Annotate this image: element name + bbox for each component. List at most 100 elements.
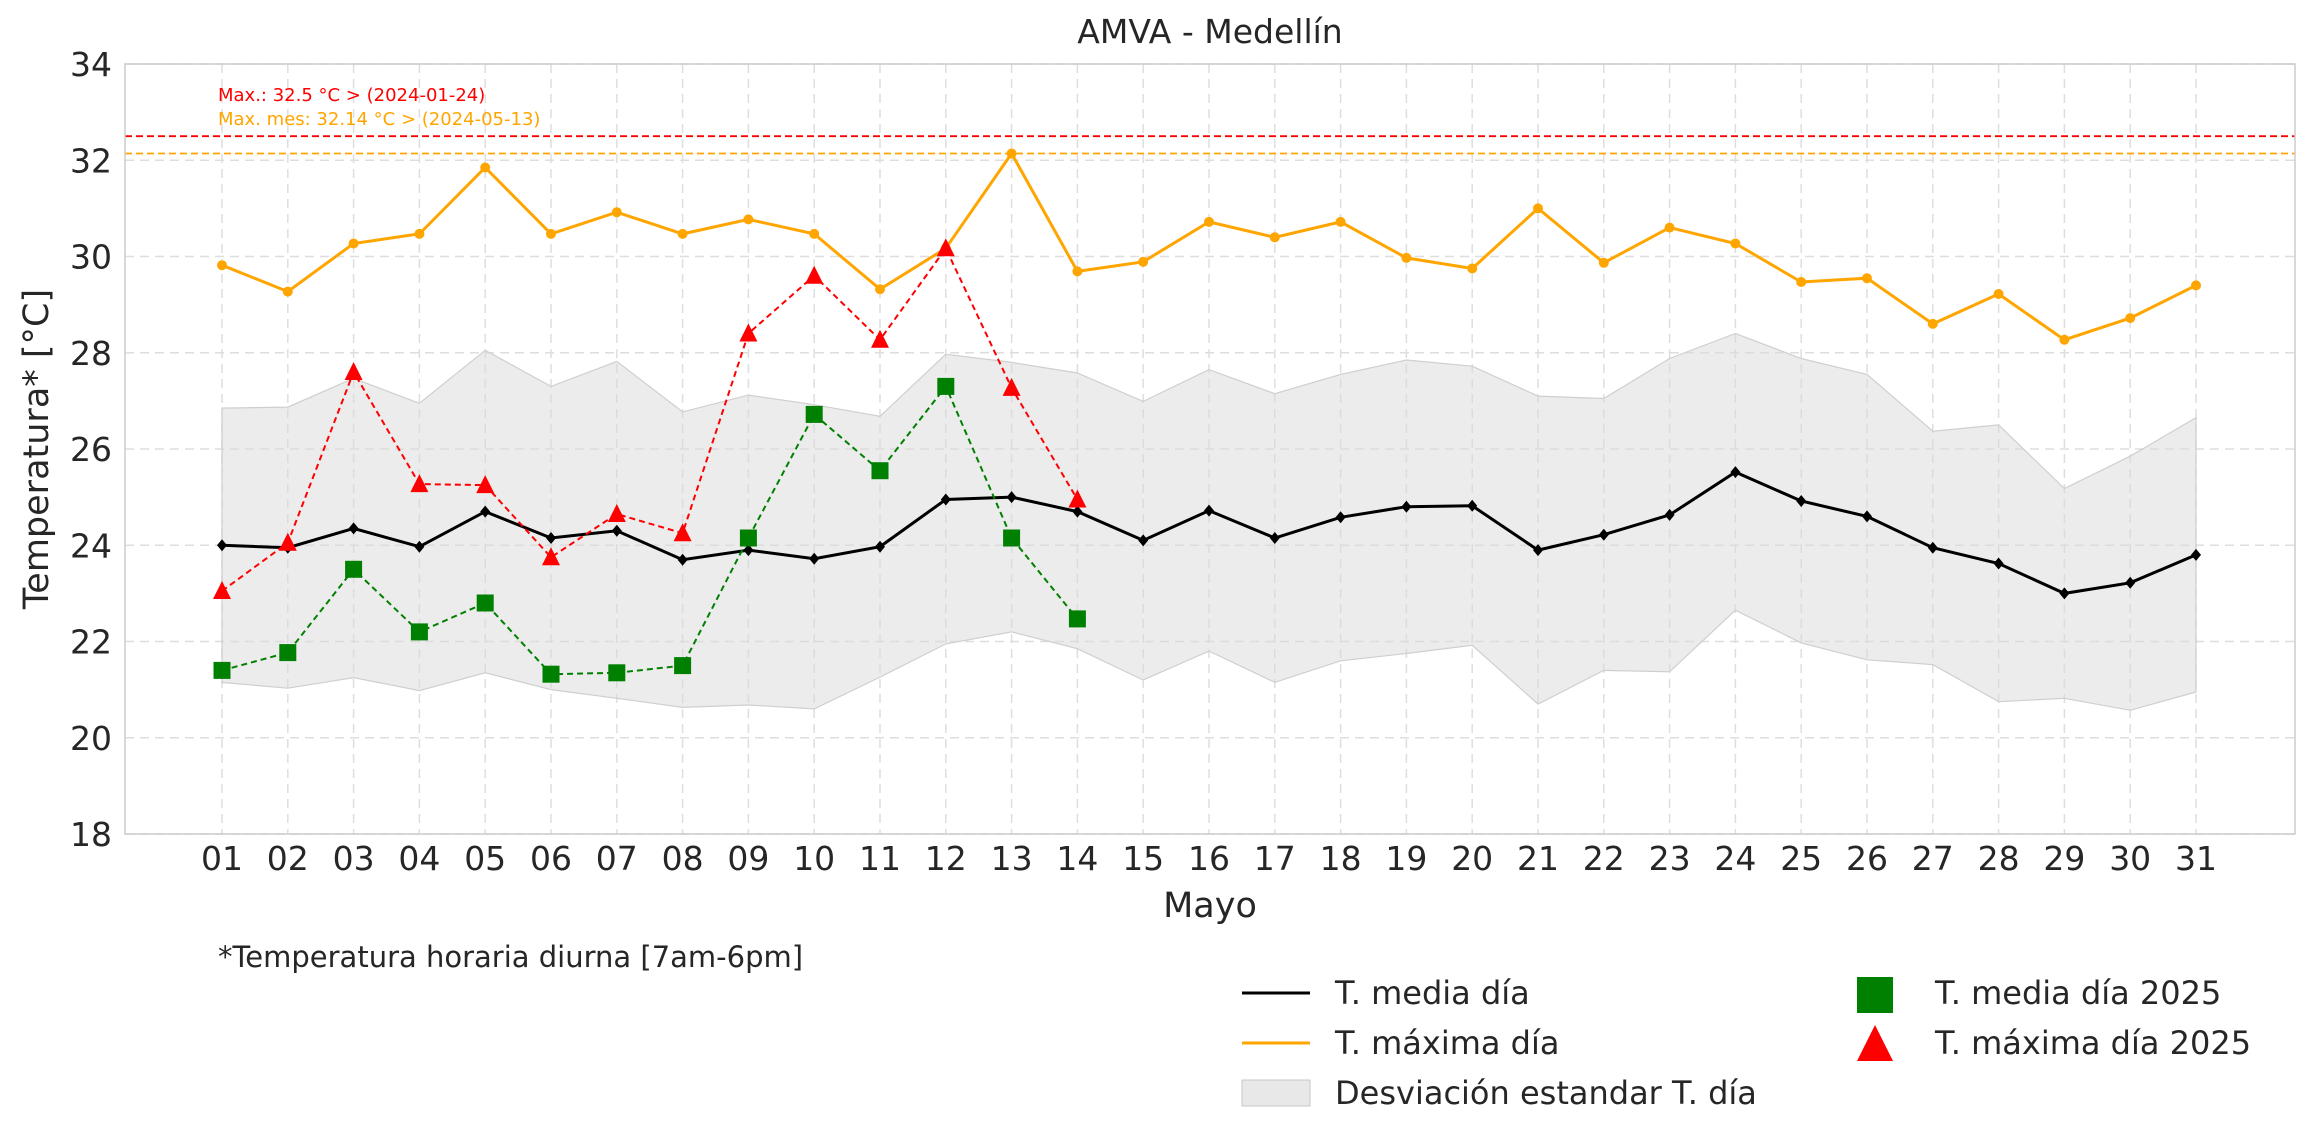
data-point-max <box>2191 280 2201 291</box>
y-tick-label: 32 <box>70 141 112 180</box>
x-tick-label: 10 <box>793 839 835 878</box>
x-tick-label: 11 <box>859 839 901 878</box>
y-tick-label: 20 <box>70 719 112 758</box>
reference-lines: Max.: 32.5 °C > (2024-01-24) Max. mes: 32… <box>125 85 2295 155</box>
data-point-mean <box>1006 491 1017 504</box>
data-point-mean <box>1730 466 1741 479</box>
data-point-mean <box>2191 548 2201 561</box>
data-point-max <box>809 228 820 239</box>
data-point-max <box>1138 256 1149 267</box>
legend-label-band: Desviación estandar T. día <box>1335 1074 1757 1112</box>
legend-label-max-2025: T. máxima día 2025 <box>1934 1024 2251 1062</box>
data-point-max <box>1927 318 1938 329</box>
chart-title: AMVA - Medellín <box>1077 12 1342 51</box>
data-point-mean <box>875 540 885 553</box>
x-tick-label: 12 <box>925 839 967 878</box>
legend-label-mean: T. media día <box>1334 974 1530 1012</box>
data-point-mean <box>1862 510 1872 523</box>
x-tick-label: 31 <box>2175 839 2217 878</box>
x-tick-label: 18 <box>1320 839 1362 878</box>
data-point-mean-2025 <box>410 623 428 641</box>
y-tick-label: 28 <box>70 334 112 373</box>
data-point-mean <box>2125 576 2136 589</box>
legend-marker-mean-2025 <box>1857 977 1893 1013</box>
plot-frame <box>124 63 2296 835</box>
data-point-mean <box>1598 528 1609 541</box>
data-point-max <box>677 228 688 239</box>
data-point-max-2025 <box>344 362 363 380</box>
legend-swatch-band <box>1241 1079 1311 1107</box>
footnote: *Temperatura horaria diurna [7am-6pm] <box>218 940 803 974</box>
data-point-mean-2025 <box>937 377 955 395</box>
x-tick-label: 01 <box>201 839 243 878</box>
data-point-max <box>743 214 754 225</box>
x-tick-label: 03 <box>333 839 375 878</box>
data-point-mean-2025 <box>805 405 823 423</box>
data-point-mean <box>414 540 425 553</box>
data-point-max <box>217 260 227 271</box>
data-point-mean <box>480 505 491 518</box>
data-point-mean <box>1993 557 2004 570</box>
x-tick-label: 15 <box>1122 839 1164 878</box>
series-line <box>221 384 1079 676</box>
data-point-mean-2025 <box>279 644 297 662</box>
x-tick-label: 05 <box>464 839 506 878</box>
data-point-max-2025 <box>871 329 889 348</box>
data-point-max-2025 <box>805 265 824 284</box>
data-point-max-2025 <box>1002 377 1021 396</box>
data-point-max-2025 <box>213 581 231 599</box>
data-point-max <box>1533 203 1543 214</box>
data-point-mean-2025 <box>674 657 692 675</box>
x-tick-label: 27 <box>1912 839 1954 878</box>
data-point-max <box>1993 289 2004 299</box>
data-point-max-2025 <box>607 504 626 522</box>
data-point-mean <box>611 524 622 537</box>
data-point-max-2025 <box>476 475 495 494</box>
data-point-max <box>1598 257 1609 268</box>
series-line <box>221 246 1079 592</box>
data-point-max <box>348 238 359 249</box>
y-tick-label: 22 <box>70 623 112 662</box>
x-tick-label: 07 <box>596 839 638 878</box>
data-point-max <box>414 228 425 239</box>
data-point-mean <box>546 532 556 544</box>
legend-label-max: T. máxima día <box>1334 1024 1559 1062</box>
data-point-max-2025 <box>410 474 429 493</box>
data-point-max-2025 <box>739 323 758 342</box>
data-point-mean-2025 <box>608 664 626 682</box>
data-point-max <box>1335 216 1346 227</box>
x-tick-label: 09 <box>727 839 769 878</box>
data-point-max-2025 <box>936 238 955 257</box>
data-point-max-2025 <box>278 532 297 551</box>
x-tick-label: 23 <box>1649 839 1691 878</box>
data-point-max <box>1664 222 1675 233</box>
data-point-max <box>1204 216 1214 227</box>
reference-label: Max.: 32.5 °C > (2024-01-24) <box>218 85 485 106</box>
data-point-mean <box>1401 500 1412 513</box>
x-tick-label: 30 <box>2109 839 2151 878</box>
data-point-mean-2025 <box>1068 610 1086 628</box>
y-tick-label: 24 <box>70 526 112 565</box>
data-point-mean <box>1664 508 1675 521</box>
x-tick-label: 20 <box>1451 839 1493 878</box>
x-tick-label: 28 <box>1978 839 2020 878</box>
x-tick-label: 19 <box>1385 839 1427 878</box>
data-point-max-2025 <box>542 547 560 566</box>
y-tick-label: 30 <box>70 238 112 277</box>
std-dev-area <box>221 332 2197 711</box>
data-point-max <box>1401 252 1412 263</box>
data-point-max <box>546 228 556 239</box>
data-point-max <box>480 162 491 173</box>
x-tick-label: 04 <box>398 839 440 878</box>
data-point-mean <box>1204 504 1214 517</box>
x-tick-label: 16 <box>1188 839 1230 878</box>
y-axis-ticks: 18 20 22 24 26 28 30 32 34 <box>70 45 112 854</box>
data-point-mean-2025 <box>213 661 231 679</box>
data-point-max <box>875 284 885 295</box>
data-point-mean <box>1335 511 1346 524</box>
x-axis-label: Mayo <box>1163 886 1257 926</box>
data-point-mean <box>1467 499 1478 512</box>
data-point-mean-2025 <box>739 529 757 547</box>
x-tick-label: 25 <box>1780 839 1822 878</box>
x-tick-label: 29 <box>2043 839 2085 878</box>
